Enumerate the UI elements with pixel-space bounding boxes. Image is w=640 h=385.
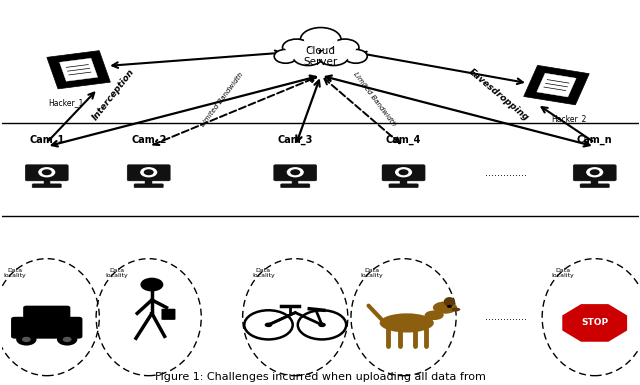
Text: Hacker_1: Hacker_1 — [48, 99, 84, 107]
Circle shape — [265, 323, 272, 327]
FancyBboxPatch shape — [401, 180, 407, 184]
FancyBboxPatch shape — [573, 165, 616, 181]
Circle shape — [344, 49, 367, 63]
Circle shape — [57, 333, 77, 346]
Text: Cam_1: Cam_1 — [29, 134, 65, 144]
Circle shape — [285, 40, 308, 54]
Text: Data
locality: Data locality — [106, 268, 128, 278]
Text: Limited Bandwidth: Limited Bandwidth — [353, 71, 397, 128]
Ellipse shape — [444, 297, 455, 306]
FancyBboxPatch shape — [280, 184, 310, 188]
FancyBboxPatch shape — [32, 184, 61, 188]
Text: Hacker_2: Hacker_2 — [552, 114, 587, 123]
Text: Limited Bandwidth: Limited Bandwidth — [200, 71, 244, 128]
Polygon shape — [537, 73, 576, 97]
Ellipse shape — [433, 301, 457, 314]
Polygon shape — [524, 65, 589, 105]
Text: Cam_n: Cam_n — [577, 134, 612, 144]
Circle shape — [395, 167, 412, 177]
FancyBboxPatch shape — [580, 184, 609, 188]
FancyBboxPatch shape — [145, 180, 152, 184]
Circle shape — [16, 333, 36, 346]
Circle shape — [274, 49, 297, 63]
Text: Data
locality: Data locality — [3, 268, 26, 278]
Text: Data
locality: Data locality — [360, 268, 383, 278]
Text: Cam_2: Cam_2 — [131, 134, 166, 144]
Circle shape — [300, 28, 341, 52]
Circle shape — [22, 337, 31, 342]
Polygon shape — [60, 58, 98, 81]
Circle shape — [321, 49, 346, 64]
FancyBboxPatch shape — [25, 165, 68, 181]
Circle shape — [304, 30, 337, 50]
Text: Cam_3: Cam_3 — [278, 134, 313, 144]
Circle shape — [38, 167, 55, 177]
Text: Figure 1: Challenges incurred when uploading all data from: Figure 1: Challenges incurred when uploa… — [156, 372, 486, 382]
Circle shape — [331, 39, 359, 56]
FancyBboxPatch shape — [292, 180, 298, 184]
Text: Cloud
Server: Cloud Server — [303, 45, 338, 67]
FancyBboxPatch shape — [389, 184, 418, 188]
Circle shape — [589, 169, 600, 175]
FancyBboxPatch shape — [591, 180, 598, 184]
FancyBboxPatch shape — [11, 317, 83, 339]
Circle shape — [447, 305, 452, 308]
Text: Cam_4: Cam_4 — [386, 134, 421, 144]
Circle shape — [63, 337, 72, 342]
FancyBboxPatch shape — [127, 165, 170, 181]
Ellipse shape — [380, 313, 434, 333]
Circle shape — [346, 51, 365, 62]
Circle shape — [586, 167, 604, 177]
Circle shape — [287, 167, 304, 177]
Text: Data
locality: Data locality — [252, 268, 275, 278]
Circle shape — [399, 169, 408, 175]
Text: Interception: Interception — [91, 67, 136, 122]
Circle shape — [140, 167, 157, 177]
Text: ..............: .............. — [484, 312, 527, 322]
FancyBboxPatch shape — [274, 165, 317, 181]
Circle shape — [318, 47, 349, 65]
Circle shape — [291, 169, 300, 175]
Circle shape — [276, 51, 295, 62]
Circle shape — [144, 169, 154, 175]
FancyBboxPatch shape — [44, 180, 50, 184]
FancyBboxPatch shape — [382, 165, 425, 181]
FancyBboxPatch shape — [134, 184, 163, 188]
Circle shape — [282, 39, 310, 56]
Circle shape — [140, 278, 163, 291]
Polygon shape — [47, 51, 110, 89]
Circle shape — [318, 323, 326, 327]
Text: ..............: .............. — [484, 168, 527, 178]
Circle shape — [333, 40, 356, 54]
Circle shape — [292, 47, 323, 65]
Circle shape — [42, 169, 52, 175]
Ellipse shape — [451, 308, 460, 311]
FancyBboxPatch shape — [161, 309, 175, 320]
Text: Data
locality: Data locality — [552, 268, 574, 278]
Circle shape — [296, 49, 321, 64]
Text: Eavesdropping: Eavesdropping — [467, 67, 531, 122]
Text: STOP: STOP — [581, 318, 608, 327]
Ellipse shape — [424, 310, 444, 320]
FancyBboxPatch shape — [23, 306, 70, 322]
